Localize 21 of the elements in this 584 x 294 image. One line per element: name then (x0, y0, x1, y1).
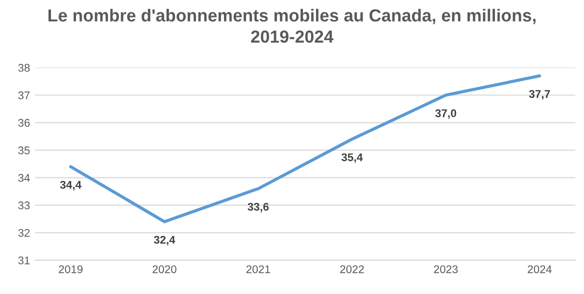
y-tick-label: 32 (18, 228, 30, 237)
y-tick-label: 31 (18, 256, 30, 264)
data-label: 37,7 (529, 90, 550, 100)
y-tick-label: 35 (18, 146, 30, 154)
data-label: 37,0 (435, 109, 456, 119)
x-tick-label: 2019 (58, 265, 83, 274)
x-tick-label: 2023 (434, 265, 458, 274)
x-tick-label: 2021 (246, 265, 270, 274)
y-tick-label: 36 (18, 118, 30, 127)
x-tick-label: 2020 (152, 265, 176, 274)
y-tick-label: 33 (18, 201, 30, 210)
data-label: 34,4 (60, 180, 82, 190)
data-label: 32,4 (154, 236, 176, 246)
y-tick-label: 38 (18, 64, 30, 72)
x-tick-label: 2024 (528, 265, 552, 274)
x-tick-label: 2022 (340, 265, 364, 274)
chart-title: Le nombre d'abonnements mobiles au Canada, en millions, 2019-2024 (48, 8, 536, 43)
y-tick-label: 34 (18, 174, 30, 182)
y-tick-label: 37 (18, 91, 30, 100)
data-label: 33,6 (248, 202, 269, 212)
data-label: 35,4 (341, 153, 363, 163)
